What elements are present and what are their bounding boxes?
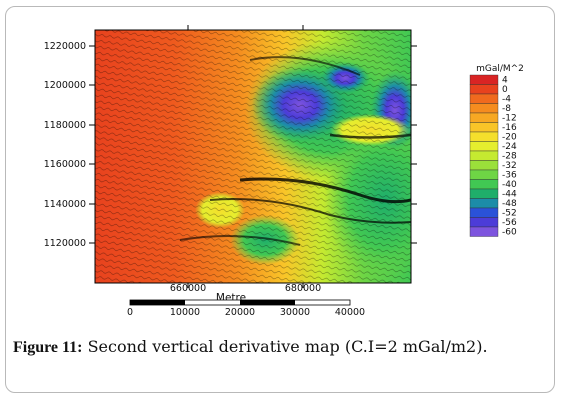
legend-swatch — [469, 169, 499, 180]
legend-label: -48 — [502, 199, 517, 209]
legend-label: -12 — [502, 114, 517, 124]
legend-label: -56 — [502, 218, 517, 228]
x-tick-label: 660000 — [170, 283, 206, 294]
legend-label: -52 — [502, 209, 517, 219]
anomaly-map — [95, 30, 411, 283]
legend-swatch — [469, 150, 499, 161]
legend-unit: mGal/M^2 — [476, 64, 524, 74]
legend-label: -36 — [502, 171, 517, 181]
legend-label: -32 — [502, 161, 517, 171]
figure-caption: Figure 11: Second vertical derivative ma… — [13, 337, 553, 357]
legend-swatch — [469, 93, 499, 104]
legend-label: -60 — [502, 228, 517, 238]
scale-bar-label: 20000 — [225, 307, 255, 318]
legend-label: -24 — [502, 142, 517, 152]
legend-swatch — [469, 84, 499, 95]
y-tick-label: 1220000 — [44, 41, 86, 52]
legend-swatch — [469, 226, 499, 237]
legend-label: -20 — [502, 133, 517, 143]
scale-bar-label: 30000 — [280, 307, 310, 318]
legend-swatch — [469, 141, 499, 152]
scale-bar-segment — [130, 300, 185, 305]
y-tick-label: 1160000 — [44, 159, 86, 170]
y-tick-label: 1200000 — [44, 80, 86, 91]
legend-swatch — [469, 179, 499, 190]
y-axis: 1220000 1200000 1180000 1160000 1140000 … — [44, 41, 417, 249]
legend-swatch — [469, 122, 499, 133]
scale-bar-segment — [240, 300, 295, 305]
legend-label: 0 — [502, 85, 508, 95]
scale-bar: 0 10000 20000 30000 40000 — [127, 299, 365, 318]
color-legend: mGal/M^2 40-4-8-12-16-20-24-28-32-36-40-… — [469, 64, 524, 238]
legend-label: -16 — [502, 123, 517, 133]
legend-swatch — [469, 207, 499, 218]
caption-label: Figure 11: — [13, 339, 83, 356]
caption-text: Second vertical derivative map (C.I=2 mG… — [82, 337, 488, 356]
y-tick-label: 1140000 — [44, 199, 86, 210]
legend-label: -8 — [502, 104, 511, 114]
legend-swatch — [469, 198, 499, 209]
map-border — [94, 29, 412, 284]
x-tick-label: 680000 — [285, 283, 321, 294]
legend-swatch — [469, 112, 499, 123]
legend-swatch — [469, 74, 499, 85]
scale-bar-label: 10000 — [170, 307, 200, 318]
legend-label: -44 — [502, 190, 517, 200]
legend-label: -4 — [502, 95, 511, 105]
scale-bar-label: 40000 — [335, 307, 365, 318]
scale-bar-label: 0 — [127, 307, 133, 318]
legend-swatch — [469, 160, 499, 171]
legend-swatch — [469, 103, 499, 114]
legend-label: 4 — [502, 76, 508, 86]
y-tick-label: 1120000 — [44, 238, 86, 249]
y-tick-label: 1180000 — [44, 120, 86, 131]
legend-label: -28 — [502, 152, 517, 162]
legend-label: -40 — [502, 180, 517, 190]
legend-swatch — [469, 188, 499, 199]
legend-swatch — [469, 217, 499, 228]
legend-swatch — [469, 131, 499, 142]
